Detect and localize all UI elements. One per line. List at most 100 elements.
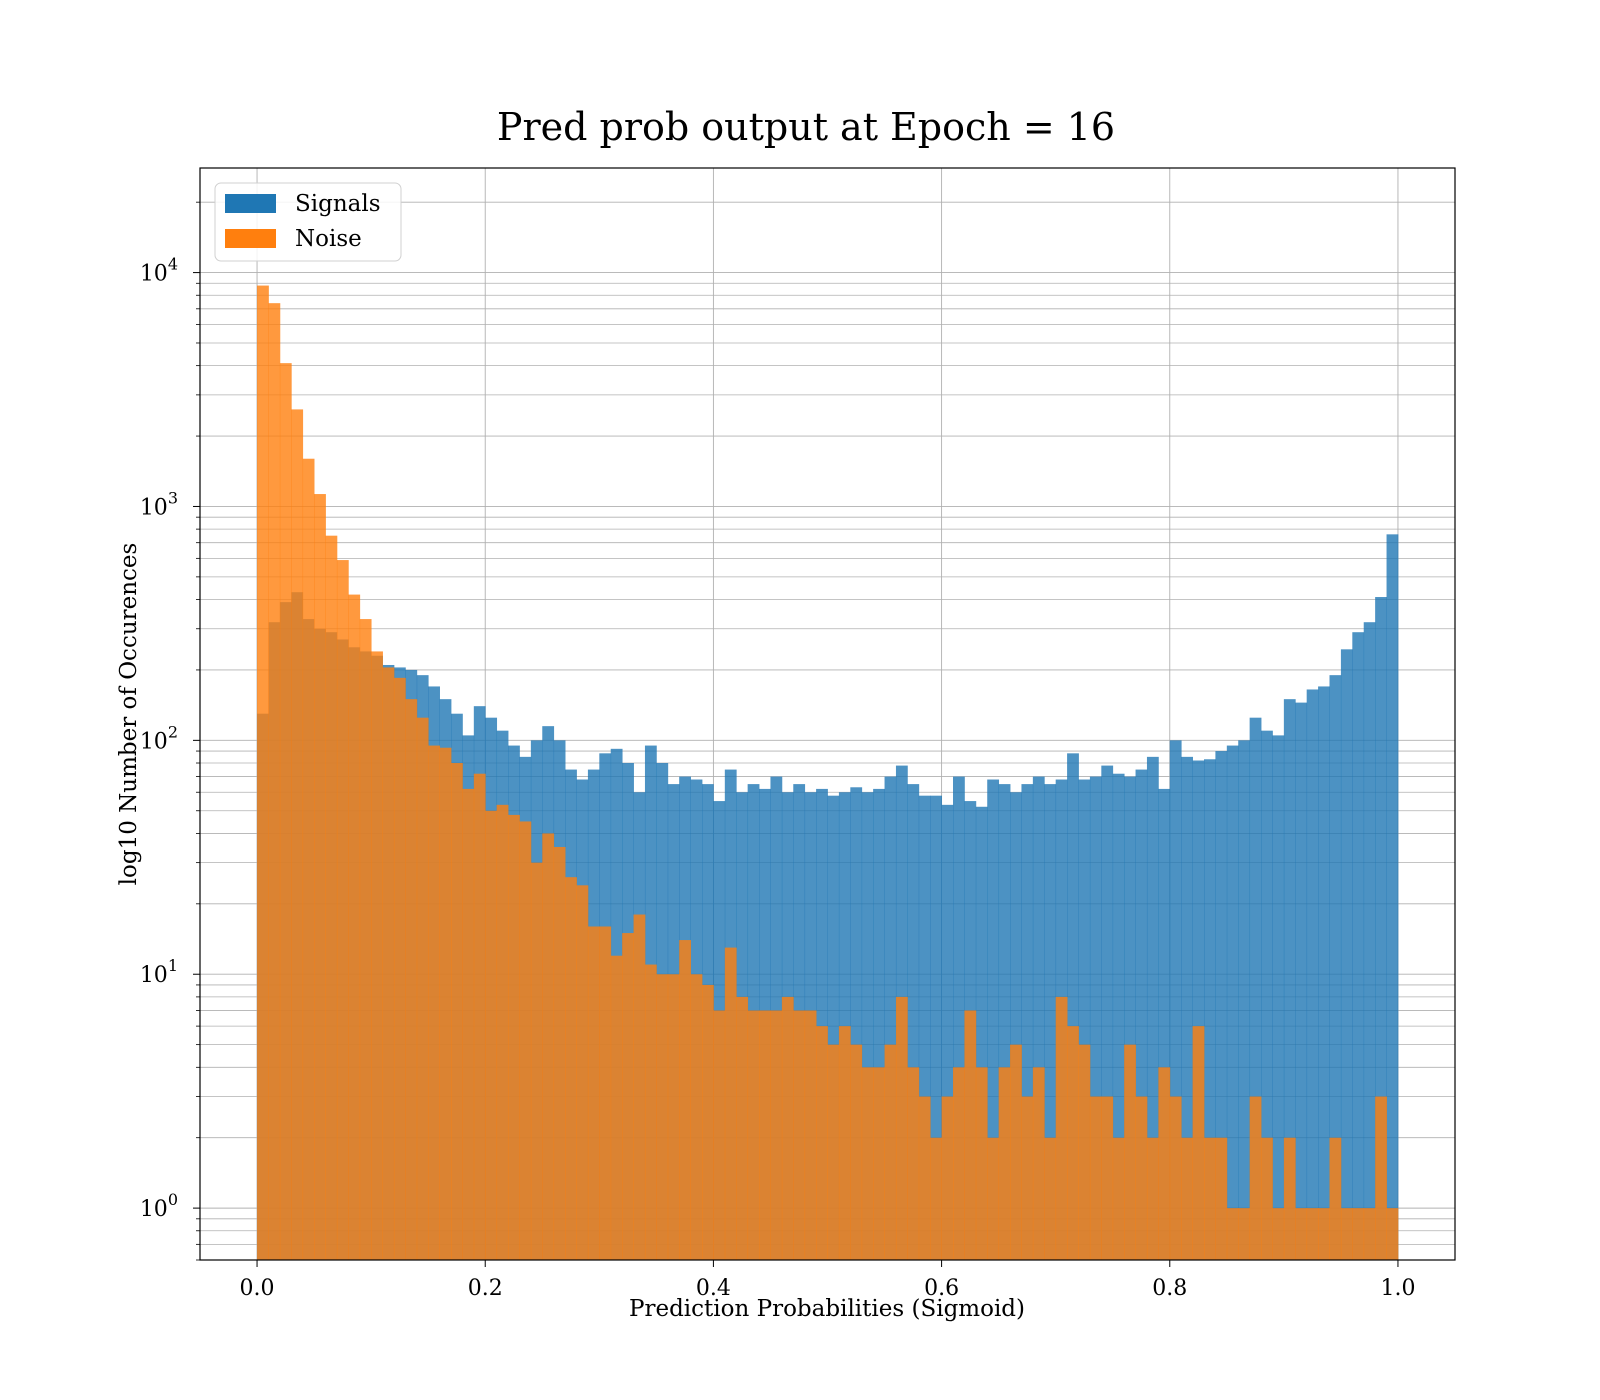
noise-bar [542, 833, 555, 1260]
x-tick-label: 0.4 [696, 1276, 731, 1301]
noise-bar [610, 955, 623, 1260]
signals-bar [827, 795, 840, 1260]
y-tick-label: 104 [140, 255, 178, 287]
noise-bar [1158, 1067, 1171, 1260]
noise-bar [907, 1067, 920, 1260]
signals-bar [953, 776, 965, 1260]
signals-bar [1135, 769, 1148, 1260]
noise-bar [713, 1010, 726, 1260]
noise-bar [1306, 1208, 1319, 1260]
noise-bar [816, 1026, 828, 1260]
noise-bar [724, 947, 737, 1260]
noise-bar [1249, 1096, 1262, 1260]
noise-bar [1112, 1137, 1125, 1260]
noise-bar [793, 1010, 806, 1260]
y-tick-label: 100 [140, 1190, 178, 1222]
x-tick-label: 0.0 [240, 1276, 275, 1301]
legend-swatch-noise [225, 229, 276, 248]
noise-bar [975, 1067, 988, 1260]
noise-bar [565, 877, 577, 1260]
signals-bar [1181, 756, 1193, 1260]
noise-bar [953, 1067, 965, 1260]
x-tick-label: 0.2 [468, 1276, 503, 1301]
noise-bar [1272, 1208, 1285, 1260]
noise-bar [1318, 1208, 1330, 1260]
noise-bar [998, 1067, 1011, 1260]
noise-bar [599, 926, 612, 1260]
legend-swatch-signals [225, 194, 276, 213]
noise-bar [405, 699, 418, 1260]
signals-bar [1146, 756, 1159, 1260]
noise-bar [747, 1010, 760, 1260]
signals-bar [1261, 730, 1273, 1260]
signals-bar [850, 787, 863, 1260]
noise-bar [393, 677, 406, 1260]
signals-bar [1169, 740, 1182, 1260]
noise-bar [496, 804, 509, 1260]
y-tick-label-base: 10 [140, 1197, 168, 1222]
noise-bar [1032, 1067, 1045, 1260]
signals-bar [941, 804, 954, 1260]
noise-bar [1352, 1208, 1365, 1260]
noise-bar [314, 494, 326, 1260]
noise-bar [918, 1096, 931, 1260]
noise-bar [1238, 1208, 1251, 1260]
noise-bar [1089, 1096, 1102, 1260]
noise-bar [325, 535, 338, 1260]
signals-bar [1249, 717, 1262, 1260]
noise-bar [485, 810, 498, 1260]
noise-bar [416, 717, 429, 1260]
noise-bar [428, 745, 440, 1260]
signals-bar [884, 776, 897, 1260]
noise-bar [348, 594, 361, 1260]
noise-bar [302, 458, 315, 1261]
signals-bar [1044, 784, 1057, 1260]
y-tick-label-base: 10 [140, 262, 168, 287]
noise-bar [473, 773, 486, 1260]
noise-bar [462, 788, 475, 1260]
noise-bar [1340, 1208, 1353, 1260]
chart-title: Pred prob output at Epoch = 16 [497, 105, 1115, 149]
legend: Signals Noise [214, 182, 402, 262]
signals-bar [1215, 751, 1228, 1260]
noise-bar [1283, 1137, 1296, 1260]
signals-bar [1158, 788, 1171, 1260]
signals-bar [1078, 779, 1091, 1260]
noise-bar [257, 285, 269, 1260]
signals-bar [1340, 649, 1353, 1260]
noise-bar [519, 821, 532, 1260]
noise-bar [336, 560, 349, 1260]
noise-bar [1135, 1096, 1148, 1260]
noise-bar [1181, 1137, 1193, 1260]
y-tick-label-exponent: 3 [168, 488, 178, 507]
noise-bar [553, 846, 566, 1260]
legend-label-noise: Noise [295, 226, 362, 252]
signals-bar [930, 795, 942, 1260]
noise-bar [1044, 1137, 1057, 1260]
signals-bar [998, 784, 1011, 1260]
signals-bar [1306, 689, 1319, 1260]
x-axis-ticks: 0.0 0.2 0.4 0.6 0.8 1.0 [240, 1260, 1415, 1301]
noise-bar [279, 363, 292, 1260]
noise-bar [667, 974, 680, 1260]
y-axis-label: log10 Number of Occurences [116, 543, 142, 886]
noise-bar [644, 964, 657, 1260]
plot-area [199, 167, 1456, 1261]
noise-bar [850, 1044, 863, 1260]
noise-bar [1375, 1096, 1387, 1260]
signals-bar [861, 792, 874, 1260]
x-axis-label: Prediction Probabilities (Sigmoid) [629, 1296, 1025, 1322]
y-tick-label-base: 10 [140, 729, 168, 754]
signals-bar [816, 788, 828, 1260]
noise-bar [1169, 1096, 1182, 1260]
noise-bar [770, 1010, 783, 1260]
signals-bar [1283, 699, 1296, 1260]
noise-bar [359, 619, 372, 1260]
signals-bar [1272, 735, 1285, 1260]
signals-bar [1363, 622, 1376, 1260]
y-tick-label: 101 [140, 956, 178, 988]
signals-bar [1238, 740, 1251, 1260]
signals-bar [1352, 632, 1365, 1260]
